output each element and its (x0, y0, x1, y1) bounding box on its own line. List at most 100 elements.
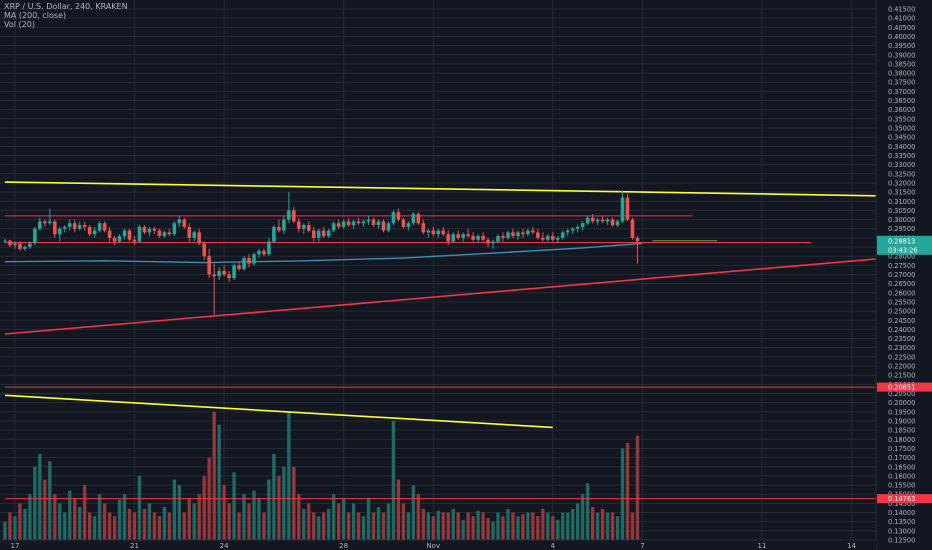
volume-bar (585, 483, 590, 540)
candle-body (536, 232, 540, 238)
candle-body (212, 274, 216, 277)
price-axis-label: 0.25500 (888, 298, 915, 306)
candle-body (102, 223, 107, 231)
volume-bar (87, 512, 92, 540)
price-axis-label: 0.39500 (888, 42, 915, 50)
candle-body (57, 228, 62, 235)
volume-bar (322, 512, 326, 540)
candle-body (197, 232, 202, 244)
candle-body (560, 232, 565, 238)
volume-bar (142, 508, 147, 540)
price-axis-label: 0.23500 (888, 335, 915, 343)
volume-bar (576, 503, 580, 540)
candle-body (446, 234, 451, 242)
candle-body (292, 210, 296, 222)
candle-body (336, 223, 341, 227)
volume-bar (391, 420, 396, 540)
volume-bar (406, 512, 411, 540)
price-axis-label: 0.33500 (888, 152, 915, 160)
candle-body (625, 197, 630, 220)
volume-bars (3, 411, 640, 540)
volume-bar (222, 485, 226, 540)
volume-bar (217, 424, 221, 540)
volume-bar (237, 512, 241, 540)
volume-bar (411, 485, 416, 540)
volume-bar (536, 516, 540, 540)
volume-bar (227, 503, 231, 540)
price-axis-label: 0.35500 (888, 115, 915, 123)
candle-body (33, 228, 37, 244)
candle-body (247, 258, 251, 264)
volume-bar (48, 461, 52, 540)
time-axis-label: 17 (10, 542, 19, 550)
yellow-upper-trend-line (4, 181, 877, 197)
candle-body (456, 234, 460, 238)
volume-bar (132, 512, 137, 540)
time-axis-label: 4 (551, 542, 556, 550)
candle-body (605, 219, 610, 222)
candle-body (82, 225, 87, 227)
red-rising-support-line (4, 258, 877, 335)
price-axis[interactable]: 0.415000.410000.405000.400000.395000.390… (875, 0, 932, 550)
time-axis-label: 21 (130, 542, 139, 550)
price-axis-label: 0.38000 (888, 70, 915, 78)
candle-body (262, 250, 266, 255)
volume-bar (272, 453, 276, 540)
volume-bar (33, 466, 37, 540)
time-axis-label: 14 (847, 542, 856, 550)
volume-bar (92, 516, 97, 540)
volume-bar (431, 516, 435, 540)
candle-body (526, 230, 530, 235)
candle-body (421, 223, 426, 233)
volume-bar (152, 512, 157, 540)
volume-bar (267, 479, 271, 540)
volume-bar (177, 485, 181, 540)
candle-body (366, 219, 371, 222)
volume-bar (600, 508, 605, 540)
candle-body (496, 236, 500, 242)
volume-bar (366, 497, 371, 540)
candle-body (401, 219, 406, 227)
legend-symbol[interactable]: XRP / U.S. Dollar, 240, KRAKEN (4, 2, 128, 11)
candle-body (8, 240, 12, 246)
price-axis-label: 0.19500 (888, 408, 915, 416)
price-axis-label: 0.28000 (888, 253, 915, 261)
volume-bar (571, 508, 575, 540)
candle-body (147, 228, 152, 233)
legend-volume[interactable]: Vol (20) (4, 20, 35, 29)
price-axis-label: 0.41500 (888, 6, 915, 14)
candle-body (585, 217, 590, 224)
volume-bar (346, 512, 351, 540)
volume-bar (506, 508, 510, 540)
volume-bar (292, 466, 296, 540)
candle-body (177, 219, 182, 224)
candle-body (192, 232, 197, 238)
volume-bar (361, 516, 366, 540)
candle-body (282, 219, 286, 231)
time-axis-label: 11 (757, 542, 766, 550)
price-axis-label: 0.26500 (888, 280, 915, 288)
time-axis-background (0, 540, 876, 550)
volume-bar (351, 503, 356, 540)
volume-bar (356, 512, 361, 540)
drawn-lines[interactable] (4, 181, 877, 500)
candle-body (501, 236, 505, 238)
price-axis-label: 0.32500 (888, 170, 915, 178)
legend-moving-average[interactable]: MA (200, close) (4, 11, 67, 20)
volume-bar (232, 472, 236, 540)
candle-body (18, 243, 22, 249)
volume-bar (157, 516, 162, 540)
candle-body (152, 228, 157, 231)
candle-body (257, 250, 261, 255)
price-axis-background (876, 0, 932, 550)
volume-bar (97, 494, 102, 540)
volume-bar (187, 497, 191, 540)
volume-bar (336, 503, 341, 540)
volume-bar (312, 512, 316, 540)
price-axis-label: 0.27500 (888, 262, 915, 270)
candle-body (112, 237, 117, 242)
volume-bar (3, 521, 7, 540)
volume-bar (541, 508, 545, 540)
time-axis[interactable]: 17 21 24 28 Nov 4 7 11 14 (0, 539, 876, 550)
